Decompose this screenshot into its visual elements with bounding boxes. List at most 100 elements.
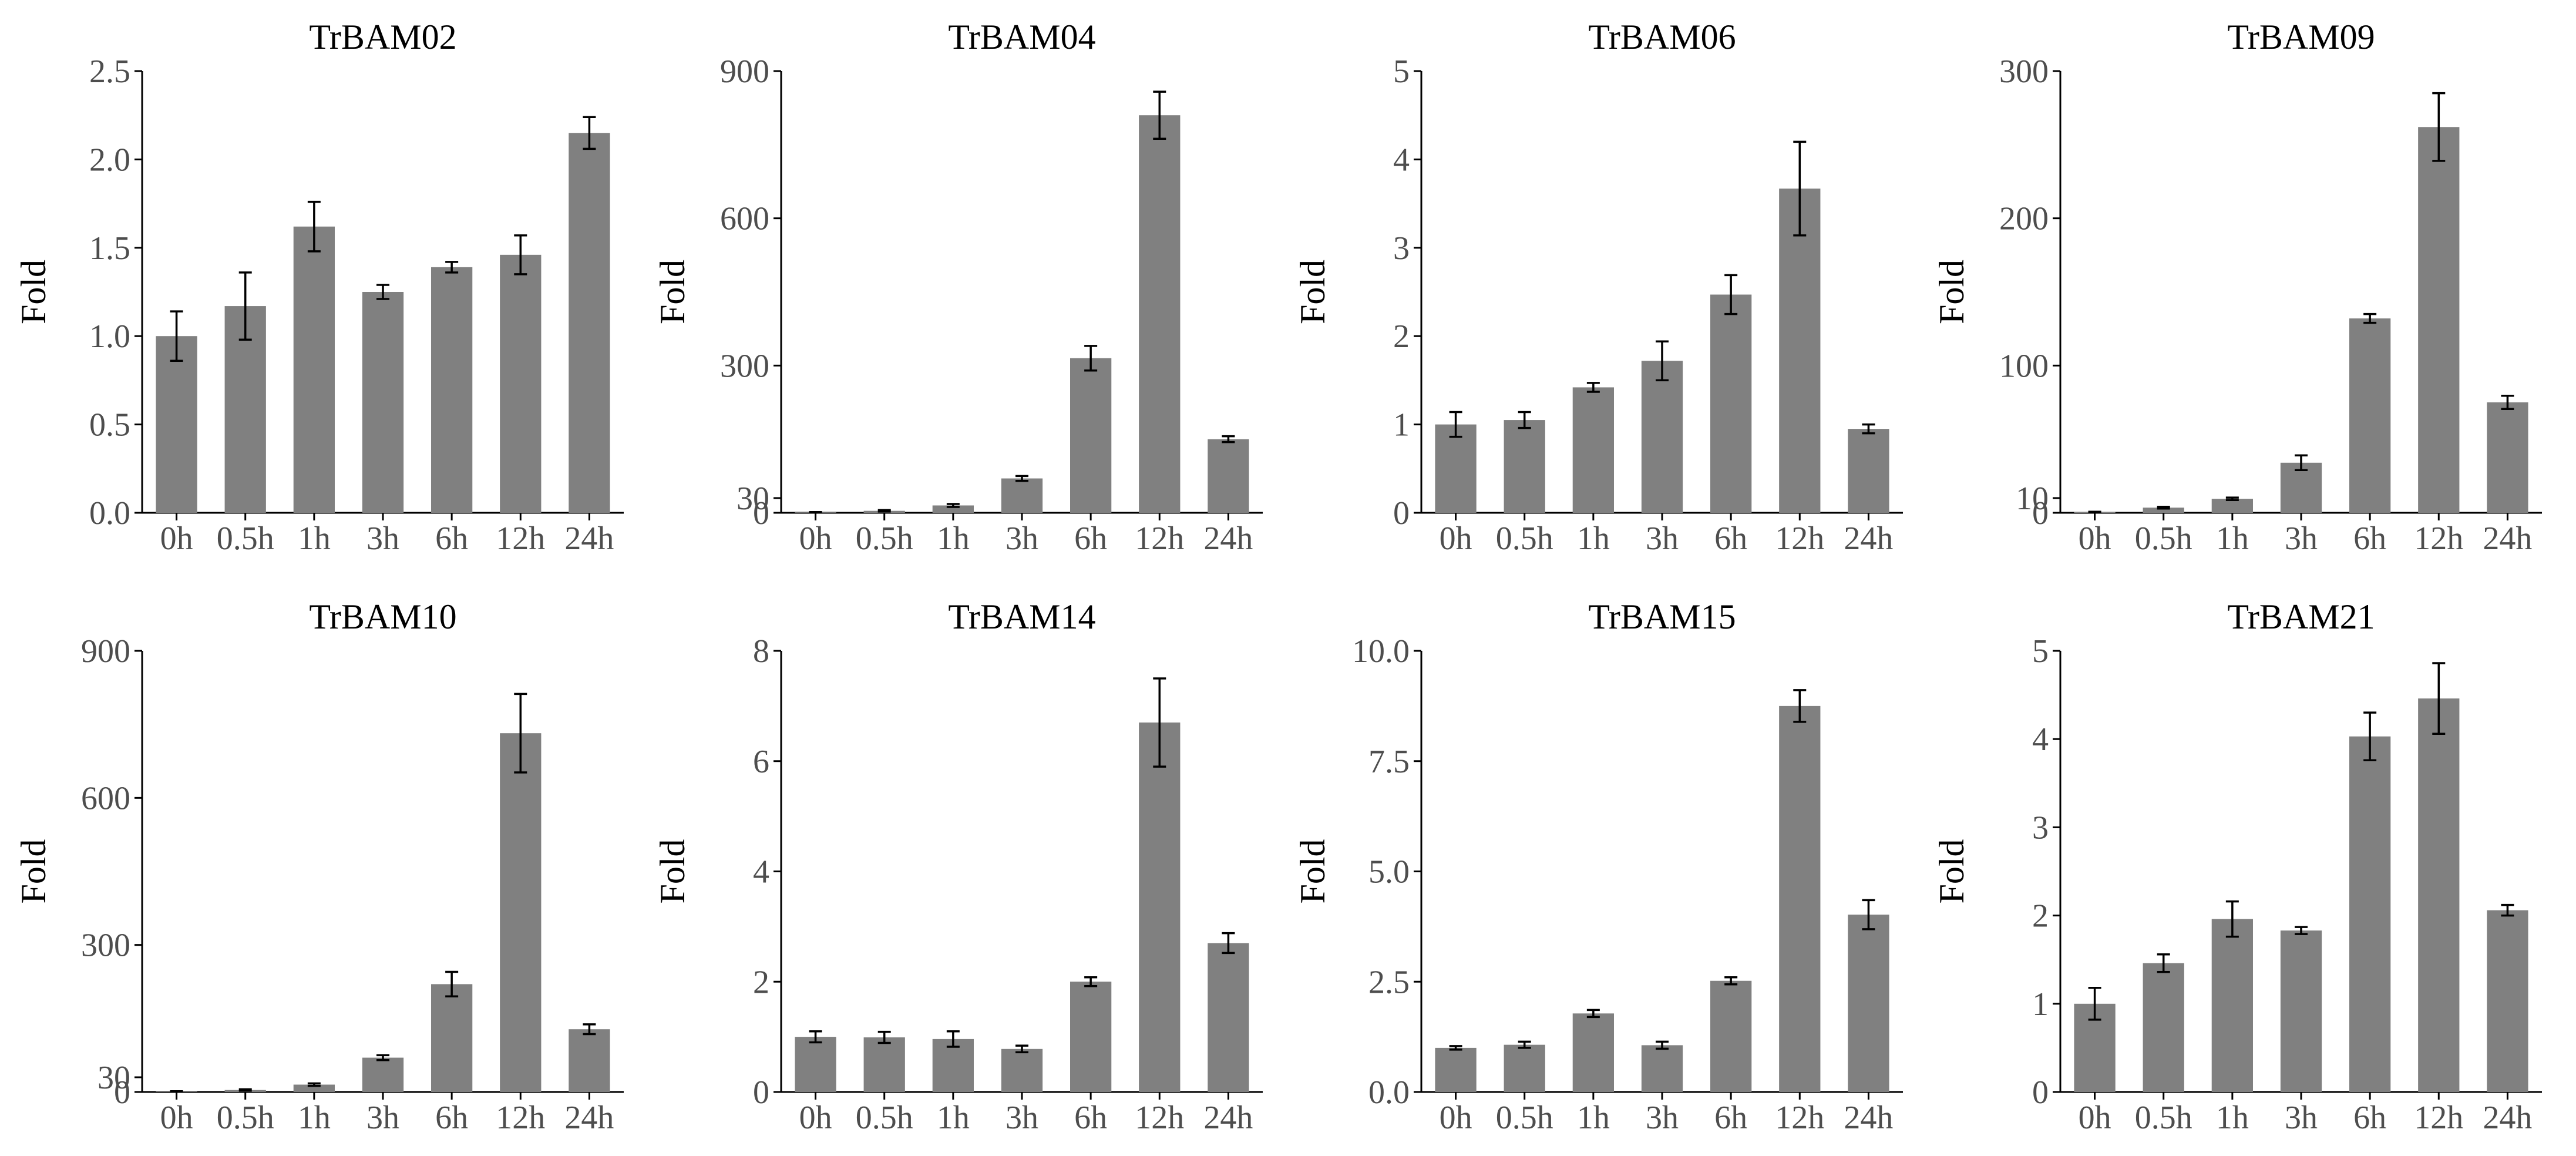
x-tick-label: 24h xyxy=(2483,1100,2532,1136)
bar-0.5h xyxy=(2143,963,2184,1092)
panel-title: TrBAM15 xyxy=(1588,597,1736,636)
y-axis-label: Fold xyxy=(14,839,53,903)
y-tick-label: 4 xyxy=(753,854,769,890)
error-bar-3h xyxy=(2295,926,2308,935)
error-bar-6h xyxy=(2363,312,2377,324)
x-tick-label: 12h xyxy=(496,1100,545,1136)
error-bar-3h xyxy=(376,284,389,300)
error-bar-0.5h xyxy=(1518,411,1531,429)
x-tick-label: 3h xyxy=(1005,1100,1038,1136)
x-tick-label: 24h xyxy=(564,520,614,557)
x-tick-label: 0h xyxy=(160,520,193,557)
bar-0.5h xyxy=(1504,420,1545,513)
bar-12h xyxy=(1779,189,1821,513)
x-tick-label: 0.5h xyxy=(217,1100,274,1136)
panel-title: TrBAM02 xyxy=(309,18,456,56)
error-bar-12h xyxy=(2432,662,2446,735)
error-bar-12h xyxy=(1793,140,1807,237)
bar-0.5h xyxy=(863,1037,905,1092)
bar-24h xyxy=(1208,943,1249,1092)
bar-12h xyxy=(1779,705,1821,1092)
bar-6h xyxy=(431,267,473,513)
y-axis-label: Fold xyxy=(653,260,692,324)
y-tick-label: 2.0 xyxy=(89,142,130,178)
x-tick-label: 12h xyxy=(1135,1100,1184,1136)
error-bar-24h xyxy=(2501,394,2514,411)
y-tick-label: 0.0 xyxy=(89,495,130,532)
y-tick-label: 4 xyxy=(1393,142,1410,178)
panel-trbam09: TrBAM09 Fold 010 100 200 300 0h 0.5h 1h 3h 6h 12h 24… xyxy=(1932,18,2542,557)
error-bar-3h xyxy=(1015,1044,1028,1054)
x-tick-label: 0.5h xyxy=(217,520,274,557)
error-bar-6h xyxy=(1084,976,1098,987)
panel-trbam04: TrBAM04 Fold 030 300 600 900 0h 0.5h 1h 3h 6h 12h 24… xyxy=(653,18,1263,557)
error-bar-1h xyxy=(2225,900,2239,938)
error-bar-0h xyxy=(170,310,183,362)
x-tick-label: 3h xyxy=(366,520,399,557)
y-axis-label: Fold xyxy=(653,839,692,903)
x-tick-label: 6h xyxy=(1074,520,1107,557)
y-tick-label: 100 xyxy=(1999,348,2049,384)
error-bar-24h xyxy=(583,1023,596,1036)
x-tick-label: 24h xyxy=(1203,1100,1253,1136)
x-tick-label: 6h xyxy=(2353,1100,2386,1136)
x-tick-label: 0h xyxy=(1440,520,1472,557)
x-tick-label: 1h xyxy=(298,520,331,557)
bar-6h xyxy=(1710,980,1752,1092)
bar-1h xyxy=(1572,1013,1614,1092)
panel-title: TrBAM21 xyxy=(2227,597,2375,636)
x-tick-label: 6h xyxy=(435,1100,468,1136)
x-tick-label: 0.5h xyxy=(1496,1100,1553,1136)
bar-3h xyxy=(362,1057,404,1092)
y-tick-label: 300 xyxy=(81,928,130,964)
error-bar-24h xyxy=(1222,435,1235,443)
y-tick-label: 2.5 xyxy=(89,53,130,90)
y-tick-label: 600 xyxy=(81,780,130,816)
error-bar-6h xyxy=(445,261,459,274)
panel-title: TrBAM06 xyxy=(1588,18,1736,56)
y-tick-label: 5 xyxy=(2032,633,2049,670)
bar-1h xyxy=(932,505,974,513)
panel-title: TrBAM10 xyxy=(309,597,456,636)
x-tick-label: 24h xyxy=(1844,520,1893,557)
x-tick-label: 3h xyxy=(1005,520,1038,557)
x-tick-label: 1h xyxy=(937,520,970,557)
y-tick-label: 300 xyxy=(1999,53,2049,90)
bar-1h xyxy=(293,1084,335,1092)
y-tick-label: 1 xyxy=(1393,407,1410,443)
error-bar-0h xyxy=(809,510,822,514)
x-tick-label: 0h xyxy=(799,520,832,557)
error-bar-0.5h xyxy=(1518,1040,1531,1049)
y-tick-label: 0 xyxy=(1393,495,1410,532)
x-tick-label: 6h xyxy=(435,520,468,557)
bar-24h xyxy=(2487,910,2528,1092)
y-tick-label: 2 xyxy=(1393,318,1410,355)
error-bar-0h xyxy=(2088,987,2101,1021)
y-tick-label: 0 xyxy=(753,495,769,532)
y-tick-label: 1 xyxy=(2032,986,2049,1023)
x-tick-label: 1h xyxy=(1577,1100,1610,1136)
y-tick-label: 30 xyxy=(97,1060,130,1096)
error-bar-0.5h xyxy=(238,271,252,341)
bar-6h xyxy=(2349,736,2391,1092)
y-tick-label: 5.0 xyxy=(1368,854,1410,890)
y-tick-label: 3 xyxy=(1393,230,1410,267)
x-tick-label: 1h xyxy=(2216,1100,2249,1136)
error-bar-0h xyxy=(1449,411,1462,438)
y-tick-label: 600 xyxy=(720,201,769,237)
panel-title: TrBAM04 xyxy=(948,18,1095,56)
y-tick-label: 2 xyxy=(753,964,769,1000)
y-tick-label: 2 xyxy=(2032,898,2049,935)
x-tick-label: 3h xyxy=(366,1100,399,1136)
x-tick-label: 3h xyxy=(2285,1100,2318,1136)
y-tick-label: 1.5 xyxy=(89,230,130,267)
bar-24h xyxy=(569,1029,610,1092)
error-bar-0.5h xyxy=(877,1030,891,1044)
error-bar-24h xyxy=(1862,899,1875,930)
y-tick-label: 0 xyxy=(114,1074,130,1111)
bar-12h xyxy=(500,733,542,1092)
panel-trbam06: TrBAM06 Fold 0 1 2 3 4 5 0h 0.5h 1h 3h 6h 12h 24h xyxy=(1293,18,1903,557)
x-tick-label: 0.5h xyxy=(1496,520,1553,557)
bar-24h xyxy=(1208,439,1249,513)
bar-12h xyxy=(500,254,542,513)
